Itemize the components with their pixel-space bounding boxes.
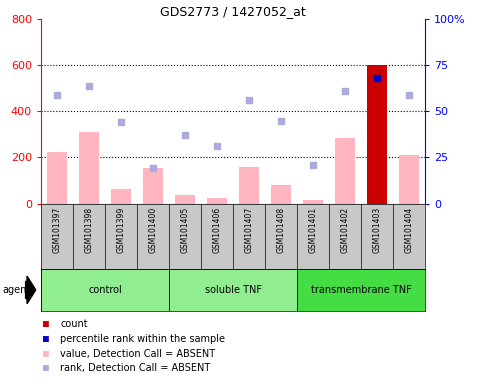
Bar (368, 65, 387, 204)
Bar (399, 155, 419, 204)
Text: GSM101403: GSM101403 (372, 207, 382, 253)
Bar (112, 189, 130, 204)
Text: soluble TNF: soluble TNF (204, 285, 262, 295)
Point (181, 132, 189, 138)
Bar (303, 200, 323, 204)
Bar (208, 198, 227, 204)
Point (373, 75, 381, 81)
Bar (297, 269, 425, 311)
Bar (175, 195, 195, 204)
Bar (79, 132, 99, 204)
Point (405, 92, 413, 98)
Point (149, 166, 157, 172)
Text: GSM101405: GSM101405 (181, 207, 189, 253)
Text: control: control (88, 285, 122, 295)
Point (341, 88, 349, 94)
Text: GSM101400: GSM101400 (149, 207, 157, 253)
Text: GSM101407: GSM101407 (244, 207, 254, 253)
Text: count: count (60, 319, 88, 329)
Text: agent: agent (2, 285, 30, 295)
FancyArrow shape (26, 276, 36, 304)
Text: rank, Detection Call = ABSENT: rank, Detection Call = ABSENT (60, 363, 211, 373)
Point (277, 118, 285, 124)
Point (85, 83, 93, 89)
Text: value, Detection Call = ABSENT: value, Detection Call = ABSENT (60, 349, 215, 359)
Point (117, 119, 125, 126)
Text: GSM101399: GSM101399 (116, 207, 126, 253)
Bar (143, 168, 163, 204)
Bar (41, 269, 169, 311)
Text: ■: ■ (43, 334, 49, 344)
Text: GSM101406: GSM101406 (213, 207, 222, 253)
Text: GSM101398: GSM101398 (85, 207, 94, 253)
Text: GSM101402: GSM101402 (341, 207, 350, 253)
Text: GSM101401: GSM101401 (309, 207, 317, 253)
Text: GSM101408: GSM101408 (277, 207, 285, 253)
Point (309, 162, 317, 168)
Text: percentile rank within the sample: percentile rank within the sample (60, 334, 226, 344)
Text: GSM101404: GSM101404 (405, 207, 413, 253)
Text: transmembrane TNF: transmembrane TNF (311, 285, 412, 295)
Text: ■: ■ (43, 363, 49, 373)
Title: GDS2773 / 1427052_at: GDS2773 / 1427052_at (160, 5, 306, 18)
Text: GSM101397: GSM101397 (53, 207, 61, 253)
Bar (240, 167, 259, 204)
Bar (47, 152, 67, 204)
Text: ■: ■ (43, 349, 49, 359)
Bar (169, 269, 297, 311)
Text: ■: ■ (43, 319, 49, 329)
Point (213, 143, 221, 149)
Bar (335, 138, 355, 204)
Bar (271, 185, 291, 204)
Point (245, 97, 253, 103)
Point (53, 92, 61, 98)
